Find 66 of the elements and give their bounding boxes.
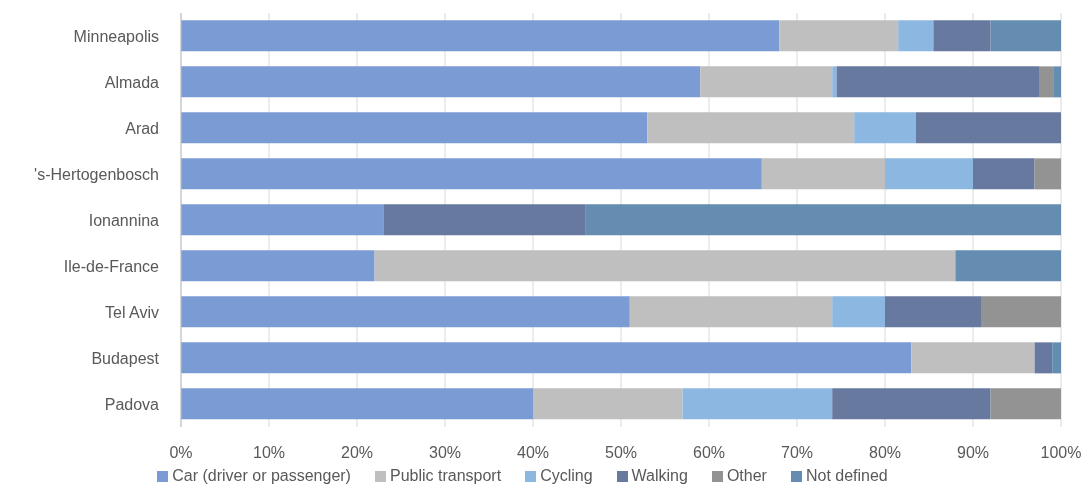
x-tick-label: 70% xyxy=(780,444,814,462)
bar xyxy=(181,112,648,144)
y-tick-label: Minneapolis xyxy=(73,27,159,45)
bar xyxy=(181,204,384,236)
bar xyxy=(629,296,833,328)
x-tick-label: 80% xyxy=(868,444,902,462)
legend-label: Car (driver or passenger) xyxy=(172,467,351,484)
bar xyxy=(383,204,586,236)
bar xyxy=(533,388,683,420)
legend-label: Walking xyxy=(631,467,688,484)
bar xyxy=(647,112,855,144)
legend-label: Cycling xyxy=(540,467,593,484)
bar xyxy=(832,296,885,328)
bar xyxy=(955,250,1061,282)
x-tick-label: 50% xyxy=(604,444,638,462)
bar xyxy=(181,20,780,52)
legend-label: Other xyxy=(726,467,767,484)
bar xyxy=(181,250,375,282)
y-tick-label: Almada xyxy=(104,73,160,91)
y-tick-label: Ionannina xyxy=(88,211,160,229)
bar xyxy=(181,342,912,374)
bar xyxy=(779,20,899,52)
bar xyxy=(933,20,991,52)
y-tick-label: Tel Aviv xyxy=(105,303,159,321)
bar xyxy=(854,112,916,144)
x-tick-label: 60% xyxy=(692,444,726,462)
bar xyxy=(836,66,1039,98)
y-tick-label: Budapest xyxy=(91,349,160,367)
bar xyxy=(374,250,956,282)
legend-label: Public transport xyxy=(389,467,502,484)
x-tick-label: 40% xyxy=(516,444,550,462)
bar xyxy=(911,342,1035,374)
bar xyxy=(682,388,833,420)
bar xyxy=(585,204,1061,236)
bar xyxy=(181,296,630,328)
bar xyxy=(990,20,1061,52)
bar xyxy=(1052,342,1061,374)
x-tick-label: 90% xyxy=(956,444,990,462)
y-tick-label: Arad xyxy=(125,119,159,137)
bar xyxy=(898,20,934,52)
bar xyxy=(1053,66,1061,98)
bar xyxy=(1034,342,1053,374)
bar xyxy=(181,158,762,190)
y-tick-label: 's-Hertogenbosch xyxy=(34,165,159,183)
x-tick-label: 20% xyxy=(340,444,374,462)
bar xyxy=(990,388,1061,420)
bar xyxy=(761,158,885,190)
bar xyxy=(885,296,982,328)
x-tick-label: 30% xyxy=(428,444,462,462)
y-tick-label: Padova xyxy=(104,395,160,413)
bar xyxy=(181,388,533,420)
legend-label: Not defined xyxy=(805,467,888,484)
bar xyxy=(700,66,833,98)
bar xyxy=(1034,158,1061,190)
bar xyxy=(973,158,1035,190)
bar xyxy=(1039,66,1054,98)
bar xyxy=(915,112,1061,144)
bar xyxy=(885,158,973,190)
bar xyxy=(181,66,701,98)
bar xyxy=(832,388,991,420)
x-tick-label: 10% xyxy=(252,444,286,462)
x-tick-label: 100% xyxy=(1040,444,1082,462)
bar xyxy=(832,66,837,98)
x-tick-label: 0% xyxy=(169,444,193,462)
y-tick-label: Ile-de-France xyxy=(63,257,160,275)
bar xyxy=(981,296,1061,328)
